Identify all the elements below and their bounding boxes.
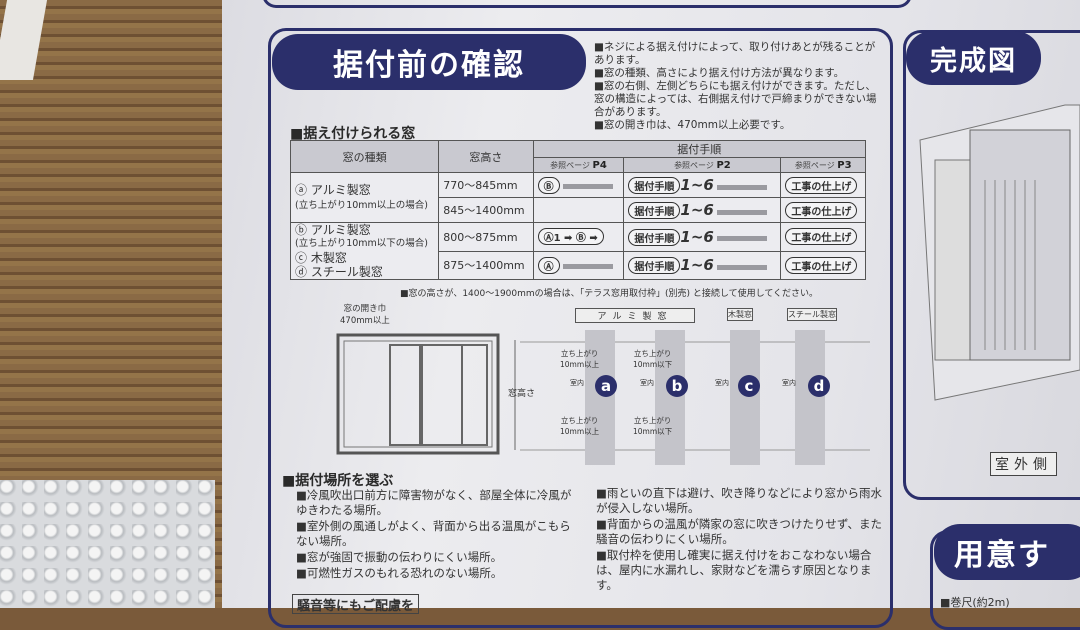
confirm-notes: ■ネジによる据え付けによって、取り付けあとが残ることがあります。 ■窓の種類、高… <box>594 41 884 132</box>
prepare-title: 用意す <box>934 524 1080 580</box>
window-diagram: 窓の開き巾 470mm以上 窓高さ アルミ製窓 木製窓 スチール製窓 立ち上がり 1… <box>330 300 870 465</box>
th-ref-p4: 参照ページ P4 <box>532 157 625 173</box>
badge-c: c <box>738 375 760 397</box>
list-item: ■室外側の風通しがよく、背面から出る温風がこもらない場所。 <box>296 519 571 548</box>
steel-label: スチール製窓 <box>787 308 837 321</box>
table-row: 845～1400mm 据付手順 1~6 工事の仕上げ <box>291 197 866 223</box>
badge-b: b <box>666 375 688 397</box>
completed-unit-illustration <box>919 104 1080 401</box>
wood-label: 木製窓 <box>727 308 753 321</box>
table-row: 875～1400mm Ⓐ 据付手順 1~6 工事の仕上げ <box>291 250 866 280</box>
th-height: 窓高さ <box>438 140 534 173</box>
window-table: 窓の種類 窓高さ 据付手順 参照ページ P4 参照ページ P2 参照ページ P3 ⓐ… <box>289 140 867 280</box>
list-item: ■窓が強固で振動の伝わりにくい場所。 <box>296 550 503 564</box>
th-procedure: 据付手順 <box>532 140 867 158</box>
th-type: 窓の種類 <box>289 140 440 173</box>
list-item: ■背面からの温風が隣家の窓に吹きつけたりせず、また騒音の伝わりにくい場所。 <box>596 517 883 546</box>
location-right-list: ■雨といの直下は避け、吹き降りなどにより窓から雨水が侵入しない場所。 ■背面から… <box>596 486 891 594</box>
table-row: ⓐ アルミ製窓 (立ち上がり10mm以上の場合) 770～845mm Ⓑ 据付手順… <box>289 172 866 223</box>
th-ref-p3: 参照ページ P3 <box>780 157 866 173</box>
window-drawing <box>336 330 870 465</box>
noise-box: 騒音等にもご配慮を <box>292 594 420 614</box>
indoor-arrow-a: 室内 <box>570 379 584 387</box>
table-footnote: ■窓の高さが、1400～1900mmの場合は、「テラス窓用取付枠」(別売) と接… <box>400 289 819 299</box>
location-left-list: ■冷風吹出口前方に障害物がなく、部屋全体に冷風がゆきわたる場所。 ■室外側の風通… <box>296 488 581 582</box>
note: ■窓の種類、高さにより据え付け方法が異なります。 <box>594 67 845 79</box>
outdoor-label: 室外側 <box>990 452 1057 476</box>
bubble-wrap <box>0 480 215 608</box>
opening-label: 窓の開き巾 470mm以上 <box>340 304 390 326</box>
window-height-label: 窓高さ <box>508 389 536 399</box>
th-ref-p2: 参照ページ P2 <box>623 157 782 173</box>
note: ■窓の右側、左側どちらにも据え付けができます。ただし、窓の構造によっては、右側据… <box>594 80 877 118</box>
list-item: ■冷風吹出口前方に障害物がなく、部屋全体に冷風がゆきわたる場所。 <box>296 488 572 517</box>
note: ■窓の開き巾は、470mm以上必要です。 <box>594 119 791 131</box>
rise-b-top: 立ち上がり 10mm以下 <box>633 349 673 369</box>
list-item: ■雨といの直下は避け、吹き降りなどにより窓から雨水が侵入しない場所。 <box>596 486 883 515</box>
note: ■ネジによる据え付けによって、取り付けあとが残ることがあります。 <box>594 41 876 66</box>
indoor-arrow-b: 室内 <box>640 379 654 387</box>
list-item: ■可燃性ガスのもれる恐れのない場所。 <box>296 566 503 580</box>
section-installable-windows: ■据え付けられる窓 <box>290 126 416 142</box>
badge-a: a <box>595 375 617 397</box>
confirm-title: 据付前の確認 <box>272 34 586 90</box>
table-row: ⓑ アルミ製窓 (立ち上がり10mm以下の場合) ⓒ 木製窓 ⓓ スチール製窓 800… <box>289 222 866 280</box>
rise-a-top: 立ち上がり 10mm以上 <box>560 349 600 369</box>
rise-a-bottom: 立ち上がり 10mm以上 <box>560 416 600 436</box>
rise-b-bottom: 立ち上がり 10mm以下 <box>633 416 673 436</box>
section-location: ■据付場所を選ぶ <box>282 473 394 489</box>
badge-d: d <box>808 375 830 397</box>
complete-title: 完成図 <box>906 31 1041 85</box>
prepare-item: ■巻尺(約2m) <box>940 596 1010 609</box>
indoor-arrow-d: 室内 <box>782 379 796 387</box>
alum-label: アルミ製窓 <box>575 308 695 323</box>
top-panel-edge <box>262 0 912 8</box>
list-item: ■取付枠を使用し確実に据え付けをおこなわない場合は、屋内に水漏れし、家財などを濡… <box>596 548 872 592</box>
indoor-arrow-c: 室内 <box>715 379 729 387</box>
